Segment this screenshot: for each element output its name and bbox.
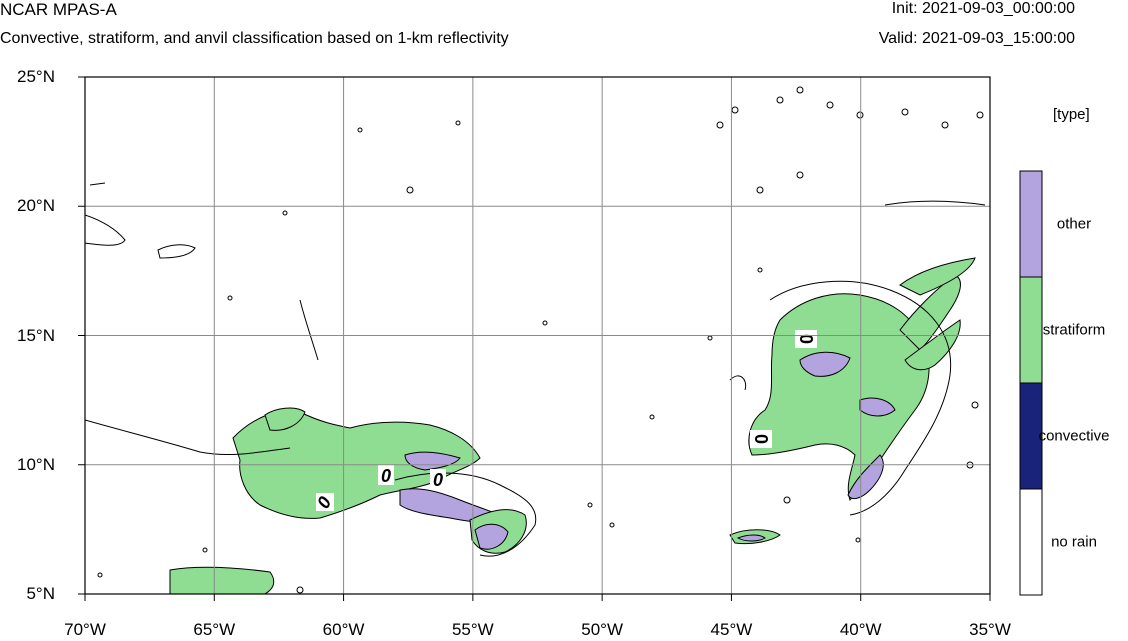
y-tick-label: 10°N xyxy=(17,454,55,474)
legend-swatch xyxy=(1019,276,1043,384)
contour-label: 0 xyxy=(751,434,771,444)
y-tick-label: 25°N xyxy=(17,67,55,86)
other-region xyxy=(736,534,766,542)
stratiform-region xyxy=(899,257,976,296)
legend-colorbar xyxy=(1019,170,1043,596)
x-tick-label: 70°W xyxy=(64,620,106,639)
other-region xyxy=(799,351,851,377)
y-tick-label: 20°N xyxy=(17,196,55,216)
coastline xyxy=(89,182,106,186)
valid-time: Valid: 2021-09-03_15:00:00 xyxy=(878,30,1075,47)
scattered-cells xyxy=(97,86,984,594)
x-tick-label: 40°W xyxy=(839,620,882,639)
init-time: Init: 2021-09-03_00:00:00 xyxy=(891,0,1075,17)
x-tick-label: 65°W xyxy=(193,620,236,639)
legend-entry-label: no rain xyxy=(1051,533,1097,551)
map-subtitle: Convective, stratiform, and anvil classi… xyxy=(0,30,509,47)
stratiform-band xyxy=(904,319,961,371)
contour-labels: 0 0 0 0 0 xyxy=(313,330,817,512)
y-tick-label: 5°N xyxy=(26,584,55,603)
map-title: NCAR MPAS-A xyxy=(0,0,117,19)
coastline xyxy=(85,419,291,456)
x-tick-label: 50°W xyxy=(581,620,624,639)
coastline xyxy=(85,214,126,246)
contour-label: 0 xyxy=(796,334,816,344)
coastlines xyxy=(85,182,986,456)
y-tick-label: 15°N xyxy=(17,325,55,345)
coastline xyxy=(299,299,319,361)
x-tick-label: 60°W xyxy=(322,620,365,639)
other-region xyxy=(474,523,509,550)
axis-ticks xyxy=(78,76,991,601)
legend-swatch xyxy=(1019,488,1043,596)
no-rain-contour xyxy=(769,280,952,516)
coastline xyxy=(884,200,986,206)
coastline xyxy=(729,375,747,391)
legend-swatch xyxy=(1019,170,1043,278)
stratiform-region xyxy=(264,407,306,431)
stratiform-region xyxy=(748,293,930,502)
x-tick-label: 35°W xyxy=(969,620,1011,639)
legend-title: [type] xyxy=(1053,106,1090,123)
stratiform-region xyxy=(169,566,275,594)
contour-label: 0 xyxy=(381,466,391,486)
x-tick-label: 45°W xyxy=(710,620,753,639)
x-tick-label: 55°W xyxy=(451,620,494,639)
western-storm-complex xyxy=(169,407,537,594)
eastern-storm-complex xyxy=(729,257,976,545)
graticule xyxy=(84,76,991,595)
legend-entry-label: other xyxy=(1056,215,1092,233)
coastline xyxy=(157,244,196,259)
other-region xyxy=(859,397,896,417)
legend-entry-label: stratiform xyxy=(1042,321,1106,339)
legend-entry-label: convective xyxy=(1038,427,1110,445)
precip-fields: 0 0 0 0 0 xyxy=(85,86,986,594)
contour-label: 0 xyxy=(433,470,443,490)
